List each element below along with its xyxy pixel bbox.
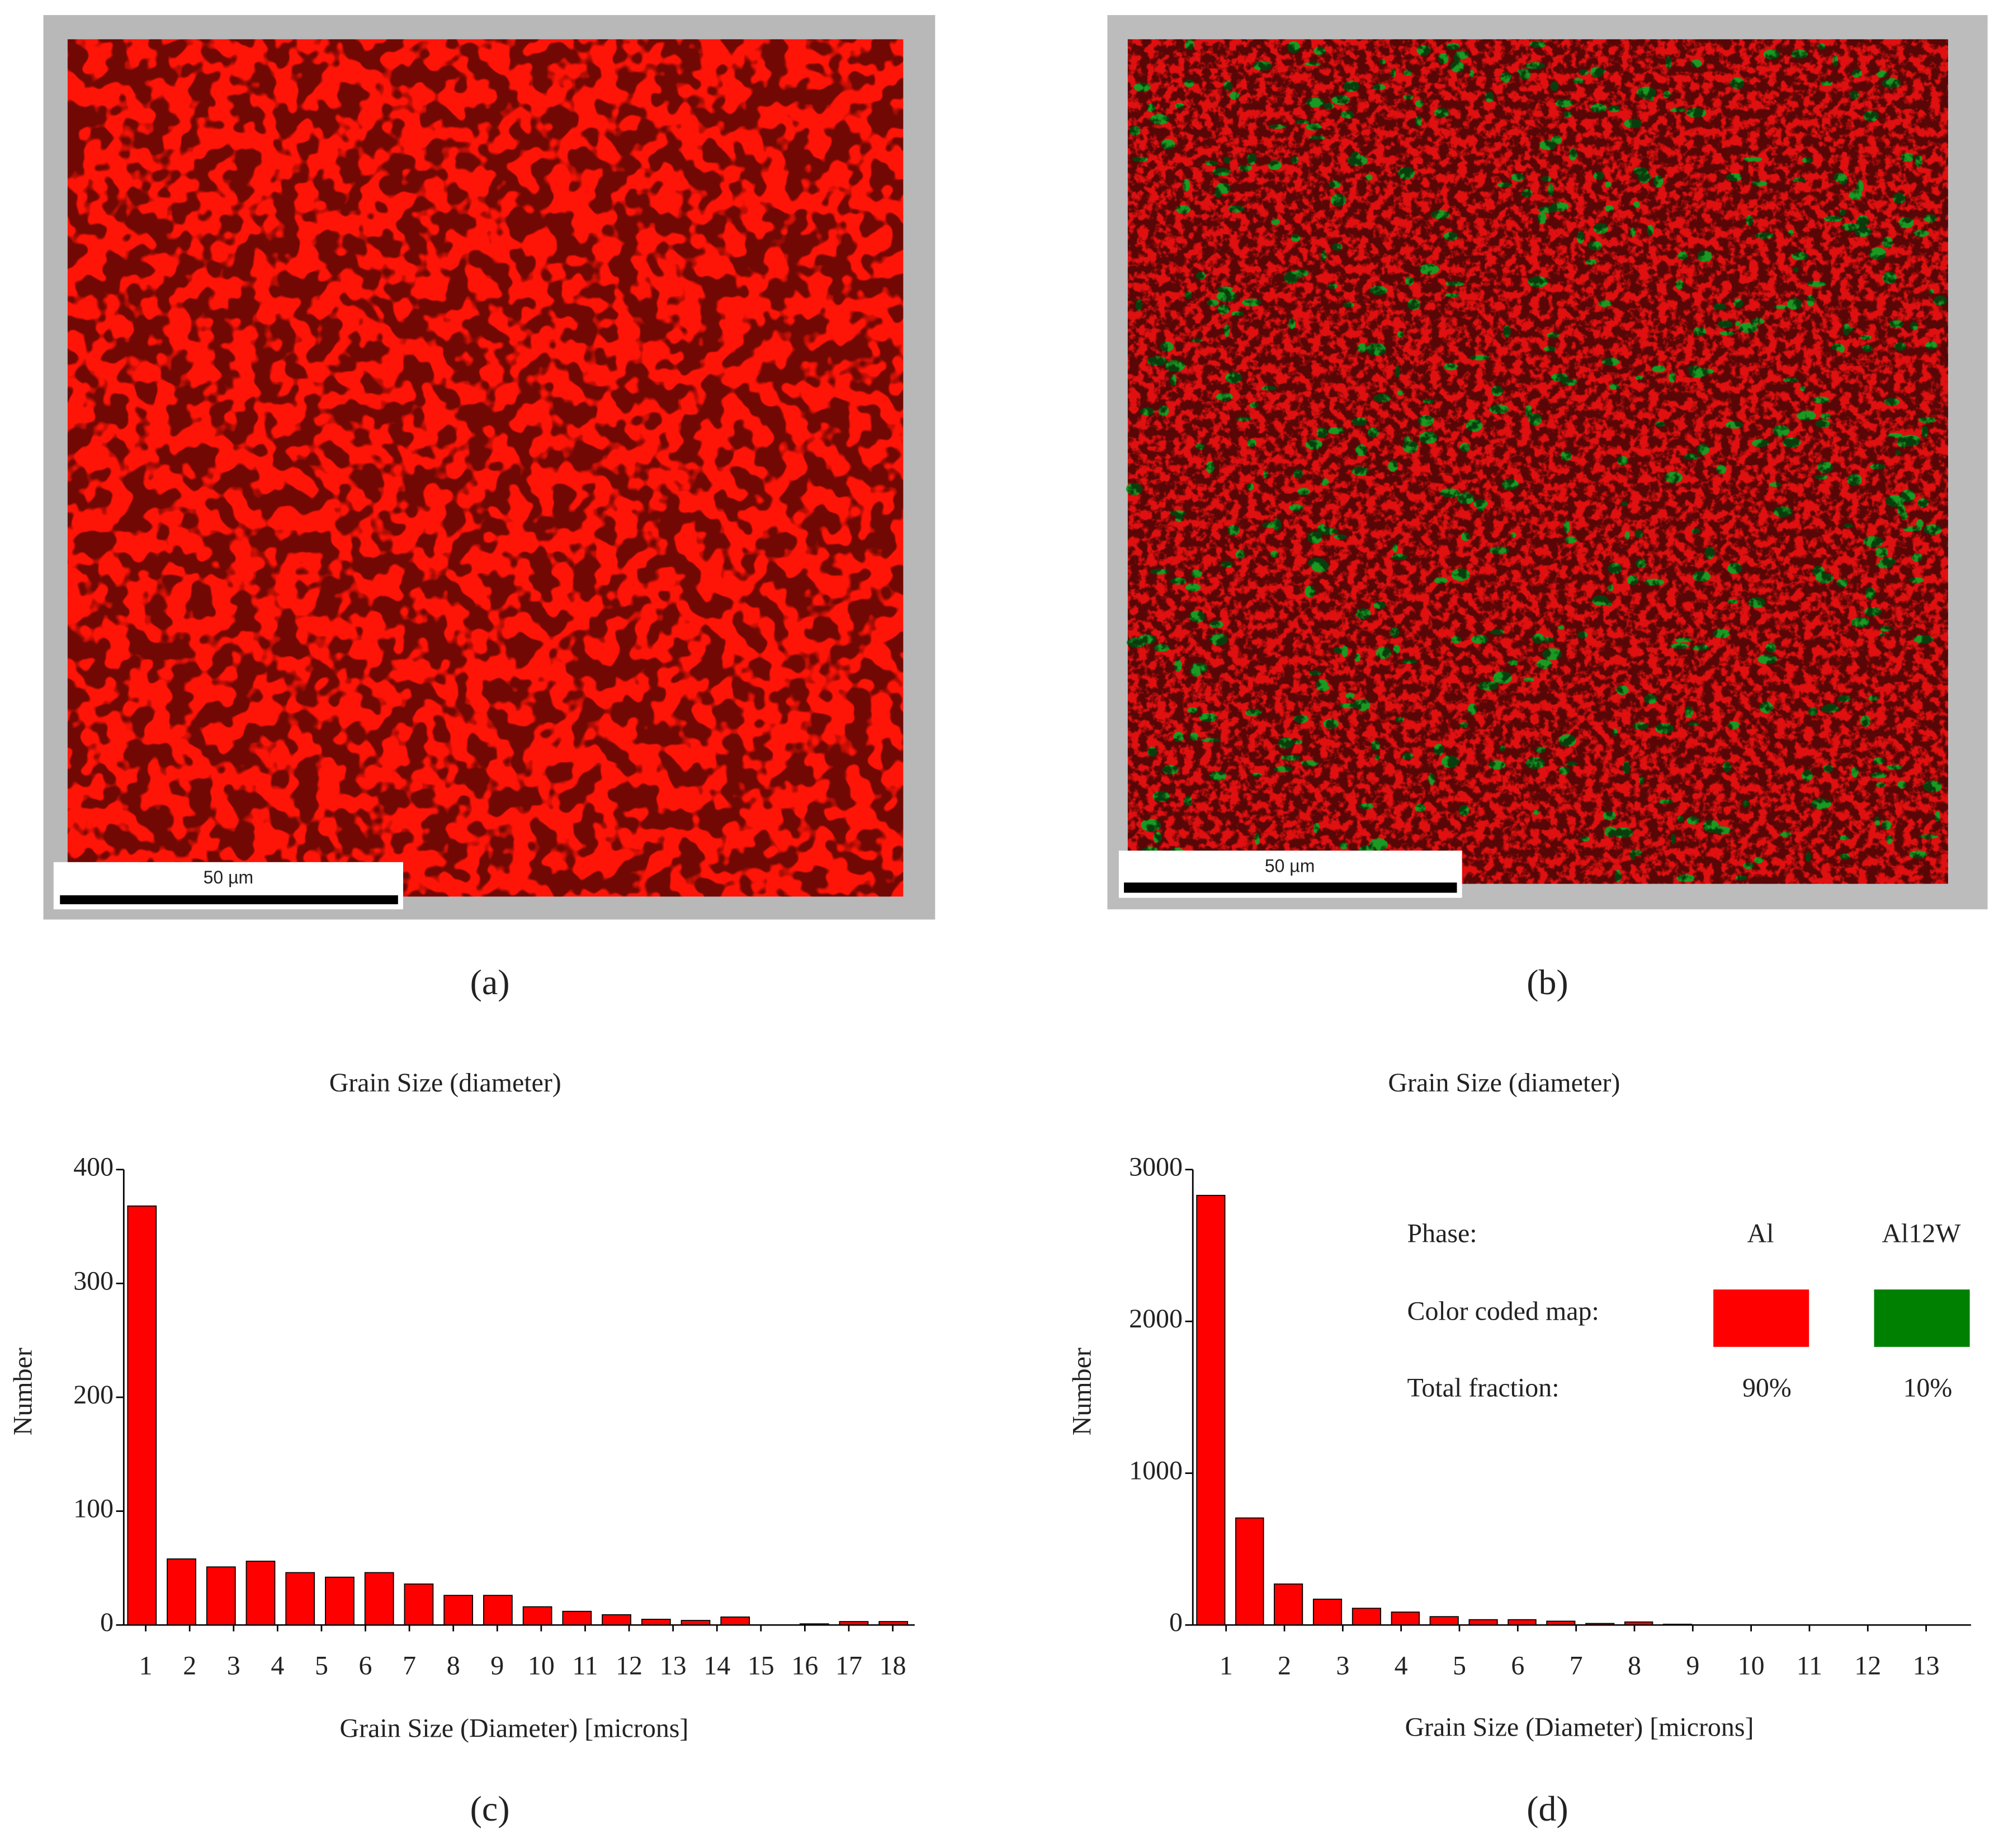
bar: [1508, 1619, 1537, 1626]
legend-fraction: 90%: [1742, 1373, 1792, 1402]
x-tick-label: 13: [1913, 1651, 1940, 1681]
bar: [364, 1572, 394, 1626]
legend-phase: Al: [1747, 1218, 1774, 1248]
y-tick-label: 1000: [1129, 1456, 1183, 1486]
legend-fraction: 10%: [1903, 1373, 1952, 1402]
y-tick-label: 2000: [1129, 1304, 1183, 1334]
x-tick-label: 9: [1686, 1651, 1699, 1681]
panel-label: (b): [1527, 962, 1568, 1002]
bar: [443, 1595, 474, 1626]
bar: [245, 1561, 276, 1626]
x-tick-label: 14: [703, 1651, 730, 1681]
bar: [285, 1572, 315, 1626]
bar: [1274, 1583, 1303, 1626]
y-tick-label: 100: [73, 1494, 114, 1524]
chart-title: Grain Size (diameter): [329, 1068, 561, 1098]
x-tick-label: 13: [660, 1651, 687, 1681]
bar: [720, 1617, 750, 1626]
x-tick-label: 8: [447, 1651, 460, 1681]
x-tick-label: 7: [403, 1651, 416, 1681]
y-axis-label: Number: [8, 1348, 38, 1435]
x-tick-label: 17: [835, 1651, 862, 1681]
chart-title: Grain Size (diameter): [1388, 1068, 1620, 1098]
x-tick-label: 2: [183, 1651, 196, 1681]
bar: [1312, 1599, 1343, 1626]
bar: [127, 1205, 157, 1626]
x-tick-label: 10: [1738, 1651, 1765, 1681]
x-tick-label: 15: [748, 1651, 774, 1681]
bar: [1468, 1619, 1498, 1626]
x-tick-label: 2: [1278, 1651, 1291, 1681]
y-tick-label: 3000: [1129, 1152, 1183, 1182]
bar: [1391, 1611, 1420, 1626]
panel-label: (a): [470, 962, 510, 1002]
panel-label: (c): [470, 1789, 510, 1828]
legend-header: Phase:: [1407, 1218, 1477, 1248]
bar: [641, 1619, 671, 1626]
scale-bar: [1124, 882, 1457, 893]
x-tick-label: 12: [616, 1651, 642, 1681]
bar: [325, 1576, 355, 1626]
y-tick-label: 200: [73, 1380, 114, 1410]
bar: [404, 1583, 434, 1626]
x-axis-label: Grain Size (Diameter) [microns]: [1405, 1712, 1754, 1742]
y-tick-label: 0: [1169, 1608, 1183, 1637]
legend-swatch: [1713, 1289, 1809, 1347]
legend-header: Color coded map:: [1407, 1297, 1599, 1326]
bar: [562, 1610, 592, 1626]
bar: [167, 1558, 196, 1626]
grain-boundaries: [67, 39, 904, 897]
panel-label: (d): [1527, 1789, 1568, 1828]
x-tick-label: 1: [1220, 1651, 1233, 1681]
x-tick-label: 4: [271, 1651, 284, 1681]
legend-header: Total fraction:: [1407, 1373, 1560, 1402]
scale-bar: [60, 895, 398, 905]
y-tick-label: 0: [100, 1608, 114, 1637]
x-tick-label: 18: [880, 1651, 906, 1681]
scale-label: 50 µm: [1265, 856, 1315, 876]
x-tick-label: 10: [528, 1651, 555, 1681]
bar: [1196, 1194, 1226, 1626]
x-tick-label: 6: [359, 1651, 372, 1681]
y-tick-label: 400: [73, 1152, 114, 1182]
x-tick-label: 6: [1511, 1651, 1524, 1681]
bar: [602, 1614, 631, 1626]
x-tick-label: 11: [572, 1651, 598, 1681]
x-tick-label: 12: [1854, 1651, 1881, 1681]
y-tick-label: 300: [73, 1266, 114, 1296]
x-tick-label: 4: [1395, 1651, 1408, 1681]
bar: [1235, 1517, 1264, 1626]
x-tick-label: 5: [315, 1651, 328, 1681]
x-tick-label: 16: [791, 1651, 818, 1681]
x-tick-label: 9: [490, 1651, 504, 1681]
grain-boundaries: [1127, 39, 1948, 884]
x-tick-label: 1: [139, 1651, 153, 1681]
x-tick-label: 7: [1570, 1651, 1583, 1681]
x-tick-label: 11: [1797, 1651, 1822, 1681]
y-axis-label: Number: [1067, 1348, 1097, 1435]
x-tick-label: 8: [1628, 1651, 1641, 1681]
legend-swatch: [1874, 1289, 1970, 1347]
scale-label: 50 µm: [204, 867, 253, 887]
bar: [522, 1606, 552, 1626]
x-tick-label: 3: [1336, 1651, 1349, 1681]
x-tick-label: 3: [227, 1651, 240, 1681]
x-tick-label: 5: [1453, 1651, 1466, 1681]
bar: [1429, 1616, 1459, 1626]
bar: [1352, 1608, 1381, 1626]
bar: [206, 1566, 236, 1626]
legend-phase: Al12W: [1882, 1218, 1961, 1248]
x-axis-label: Grain Size (Diameter) [microns]: [340, 1714, 689, 1743]
bar: [483, 1595, 513, 1626]
